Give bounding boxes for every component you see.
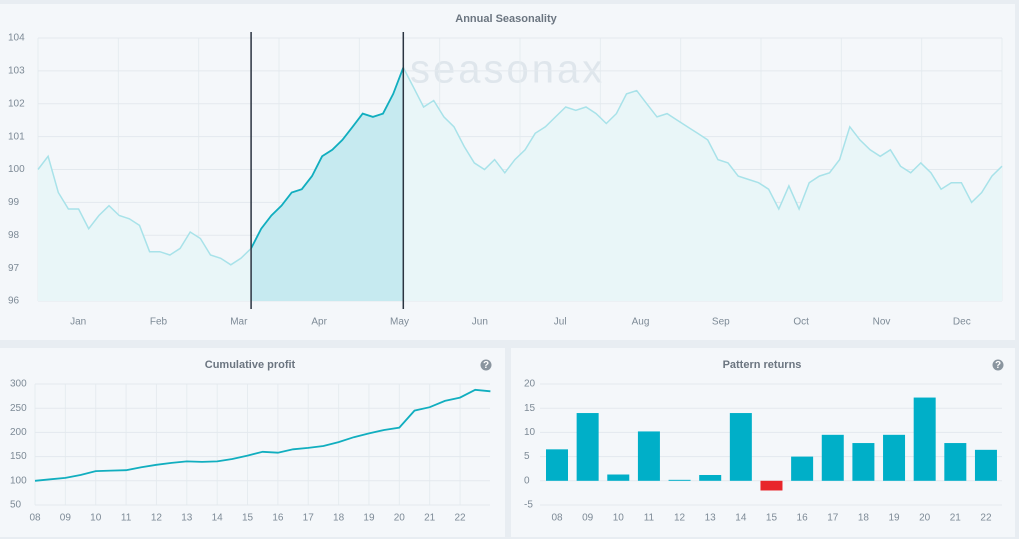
bar (821, 434, 844, 481)
x-tick-label: Sep (712, 317, 730, 328)
y-tick-label: 100 (8, 164, 25, 175)
x-tick-label: 11 (121, 513, 132, 524)
bar (576, 413, 599, 481)
y-tick-label: 96 (8, 296, 20, 307)
x-tick-label: 19 (363, 513, 375, 524)
x-tick-label: Aug (632, 317, 650, 328)
bar (974, 449, 997, 481)
x-tick-label: 22 (980, 513, 992, 524)
x-tick-label: 20 (919, 513, 931, 524)
bar (791, 456, 814, 481)
bar (729, 413, 752, 481)
x-tick-label: Mar (230, 317, 248, 328)
y-tick-label: 5 (524, 451, 530, 462)
x-tick-label: 21 (950, 513, 962, 524)
y-tick-label: 15 (524, 403, 536, 414)
y-tick-label: -5 (524, 500, 533, 511)
y-tick-label: 103 (8, 66, 25, 77)
x-tick-label: Oct (793, 317, 809, 328)
x-tick-label: Nov (873, 317, 891, 328)
x-tick-label: 13 (705, 513, 717, 524)
help-text[interactable]: ? (995, 360, 1001, 371)
x-tick-label: Jan (70, 317, 86, 328)
y-tick-label: 101 (8, 131, 25, 142)
bar (607, 474, 630, 481)
x-tick-label: 09 (60, 513, 72, 524)
y-tick-label: 10 (524, 427, 536, 438)
y-tick-label: 20 (524, 379, 536, 390)
x-tick-label: 10 (90, 513, 102, 524)
bar (852, 443, 875, 481)
x-tick-label: 16 (272, 513, 284, 524)
x-tick-label: 08 (29, 513, 41, 524)
y-tick-label: 104 (8, 33, 25, 44)
x-tick-label: 14 (212, 513, 224, 524)
bar (913, 397, 936, 481)
highlight-line (250, 67, 405, 249)
chart-title: Annual Seasonality (455, 13, 557, 25)
x-tick-label: 15 (242, 513, 254, 524)
x-tick-label: 12 (151, 513, 163, 524)
highlight-area (251, 67, 404, 301)
y-tick-label: 102 (8, 98, 25, 109)
x-tick-label: 11 (644, 513, 655, 524)
help-icon[interactable] (992, 359, 1004, 371)
y-tick-label: 97 (8, 263, 20, 274)
y-tick-label: 99 (8, 197, 20, 208)
y-tick-label: 150 (10, 451, 27, 462)
line (34, 388, 491, 482)
watermark: seasonax (410, 48, 605, 92)
bar (546, 449, 568, 481)
x-tick-label: 19 (888, 513, 900, 524)
x-tick-label: 10 (613, 513, 625, 524)
bar (637, 431, 660, 481)
x-tick-label: 08 (551, 513, 563, 524)
x-tick-label: Feb (150, 317, 168, 328)
x-tick-label: Apr (311, 317, 327, 328)
chart-title: Cumulative profit (205, 359, 296, 371)
x-tick-label: 17 (303, 513, 315, 524)
x-tick-label: 17 (827, 513, 839, 524)
chart-title: Pattern returns (723, 359, 802, 371)
x-tick-label: 22 (454, 513, 466, 524)
bar (944, 443, 967, 481)
bar (760, 480, 783, 491)
x-tick-label: Dec (953, 317, 971, 328)
y-tick-label: 300 (10, 379, 27, 390)
x-tick-label: 12 (674, 513, 686, 524)
bar (699, 474, 722, 481)
x-tick-label: 18 (858, 513, 870, 524)
line (37, 65, 1003, 266)
x-tick-label: 16 (797, 513, 809, 524)
y-tick-label: 200 (10, 427, 27, 438)
x-tick-label: 09 (582, 513, 594, 524)
y-tick-label: 0 (524, 475, 530, 486)
y-tick-label: 250 (10, 403, 27, 414)
x-tick-label: 18 (333, 513, 345, 524)
y-tick-label: 98 (8, 230, 20, 241)
x-tick-label: Jun (472, 317, 488, 328)
bar (668, 479, 691, 481)
x-tick-label: 21 (424, 513, 436, 524)
x-tick-label: 15 (766, 513, 778, 524)
x-tick-label: 20 (394, 513, 406, 524)
y-tick-label: 50 (10, 500, 22, 511)
x-tick-label: 13 (181, 513, 193, 524)
x-tick-label: 14 (735, 513, 747, 524)
y-tick-label: 100 (10, 475, 27, 486)
help-text[interactable]: ? (483, 360, 489, 371)
x-tick-label: May (390, 317, 409, 328)
help-icon[interactable] (480, 359, 492, 371)
bar (883, 434, 906, 481)
x-tick-label: Jul (554, 317, 567, 328)
